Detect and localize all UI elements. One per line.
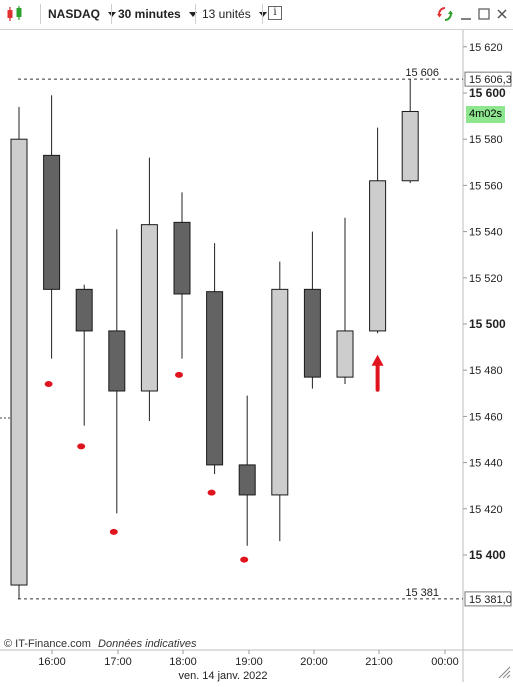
reference-axis-box: [464, 591, 512, 607]
reference-axis-label: 15 381,0: [469, 594, 512, 606]
candle-timer: 4m02s: [466, 106, 505, 123]
resize-handle-icon[interactable]: [498, 666, 511, 679]
candle-body[interactable]: [173, 221, 191, 295]
candlestick-chart[interactable]: 15 400 15 420 15 440 15 460 15 480 15 500 15 5…: [0, 30, 513, 682]
signal-dot: [77, 443, 86, 450]
y-tick-label: 15 400: [469, 548, 506, 562]
reference-line-label: 15 606: [405, 67, 439, 79]
candle-body[interactable]: [140, 224, 158, 392]
x-tick-label: 16:00: [38, 656, 66, 668]
candle-body[interactable]: [369, 180, 387, 332]
y-tick-label: 15 540: [469, 227, 503, 239]
chevron-down-icon: [108, 11, 117, 17]
chart-toolbar: NASDAQ 30 minutes 13 unités i: [0, 0, 513, 30]
candle-body[interactable]: [336, 330, 354, 378]
disclaimer-label: Données indicatives: [98, 638, 197, 650]
y-tick-label: 15 480: [469, 365, 503, 377]
y-tick-label: 15 620: [469, 42, 503, 54]
units-label: 13 unités: [202, 7, 251, 21]
signal-dot: [240, 556, 249, 563]
x-tick-label: 21:00: [365, 656, 393, 668]
y-tick-label: 15 460: [469, 411, 503, 423]
units-select[interactable]: 13 unités: [202, 4, 267, 24]
signal-dot: [109, 528, 118, 535]
signal-dot: [44, 381, 53, 388]
y-tick-label: 15 600: [469, 86, 506, 100]
x-tick-label: 19:00: [235, 656, 263, 668]
reference-line-label: 15 381: [405, 587, 439, 599]
reference-axis-label: 15 606,3: [469, 74, 512, 86]
x-tick-label: 18:00: [169, 656, 197, 668]
reference-axis-box: [464, 71, 512, 87]
x-tick-label: 00:00: [431, 656, 459, 668]
candle-body[interactable]: [303, 288, 321, 378]
y-tick-label: 15 560: [469, 180, 503, 192]
candle-body[interactable]: [271, 288, 289, 496]
chart-exchange-icon[interactable]: [436, 4, 454, 24]
y-tick-label: 15 520: [469, 273, 503, 285]
candle-body[interactable]: [10, 138, 28, 586]
copyright-label: © IT-Finance.com: [4, 638, 91, 650]
close-icon[interactable]: [496, 4, 508, 24]
y-tick-label: 15 580: [469, 134, 503, 146]
y-tick-label: 15 440: [469, 458, 503, 470]
date-label: ven. 14 janv. 2022: [178, 670, 267, 682]
candle-body[interactable]: [238, 464, 256, 496]
interval-label: 30 minutes: [118, 7, 181, 21]
x-tick-label: 17:00: [104, 656, 132, 668]
candle-body[interactable]: [401, 110, 419, 182]
y-tick-label: 15 420: [469, 504, 503, 516]
candle-body[interactable]: [43, 154, 61, 290]
info-icon: i: [273, 7, 277, 18]
signal-dot: [207, 489, 216, 496]
x-tick-label: 20:00: [300, 656, 328, 668]
chart-svg: 15 400 15 420 15 440 15 460 15 480 15 500 15 5…: [0, 30, 513, 682]
symbol-label: NASDAQ: [48, 7, 101, 21]
candle-body[interactable]: [108, 330, 126, 392]
chevron-down-icon: [188, 11, 197, 17]
candle-body[interactable]: [206, 291, 224, 466]
candlestick-chart-icon[interactable]: [5, 4, 25, 24]
info-button[interactable]: i: [268, 6, 282, 20]
candle-body[interactable]: [75, 288, 93, 332]
y-tick-label: 15 500: [469, 317, 506, 331]
signal-dot: [175, 371, 183, 378]
minimize-icon[interactable]: [460, 4, 472, 24]
footer-note: © IT-Finance.com Données indicatives: [4, 638, 196, 650]
signal-arrowhead-icon: [371, 354, 384, 366]
maximize-icon[interactable]: [478, 4, 490, 24]
symbol-select[interactable]: NASDAQ: [48, 4, 117, 24]
interval-select[interactable]: 30 minutes: [118, 4, 197, 24]
